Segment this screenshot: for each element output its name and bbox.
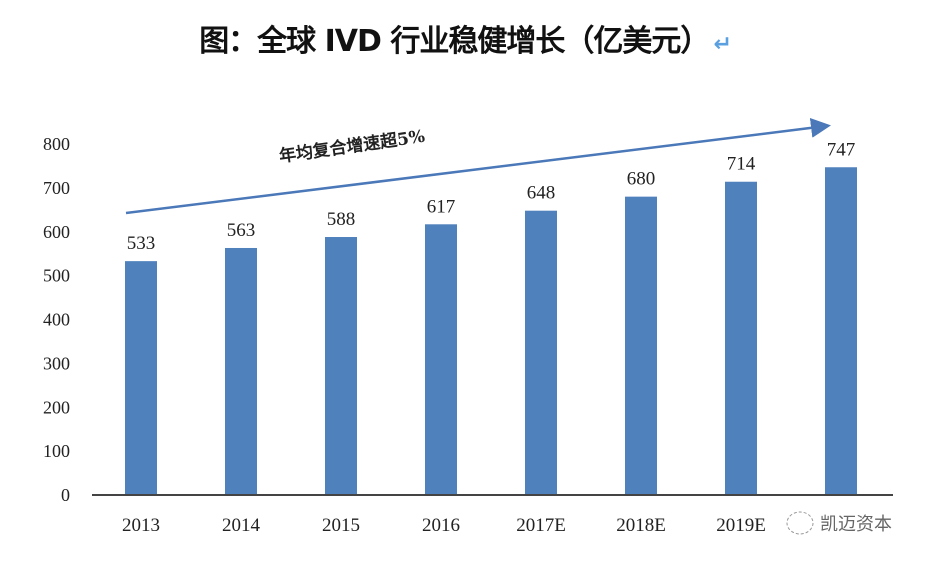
y-tick-label: 500 (43, 266, 70, 286)
y-tick-label: 100 (43, 441, 70, 461)
x-tick-label: 2015 (322, 515, 360, 536)
x-tick-label: 2018E (616, 515, 666, 536)
data-label: 747 (827, 139, 856, 160)
y-tick-label: 0 (61, 485, 70, 505)
data-label: 533 (127, 233, 156, 254)
trend-arrow (125, 117, 831, 215)
wechat-icon (786, 511, 814, 535)
y-tick-label: 800 (43, 134, 70, 154)
y-tick-label: 600 (43, 222, 70, 242)
bar (825, 167, 857, 495)
annotation-text: 年均复合增速超5% (278, 126, 426, 167)
bar (725, 181, 757, 496)
bar (225, 247, 257, 495)
watermark: 凯迈资本 (786, 511, 892, 535)
y-tick-label: 200 (43, 397, 70, 417)
page-title: 图：全球 IVD 行业稳健增长（亿美元） ↵ (0, 16, 930, 60)
data-label: 588 (327, 209, 356, 230)
data-label: 714 (727, 154, 756, 175)
y-tick-label: 300 (43, 353, 70, 373)
bar (425, 224, 457, 495)
return-mark-icon: ↵ (713, 32, 731, 57)
y-tick-label: 400 (43, 310, 70, 330)
data-label: 617 (427, 196, 456, 217)
x-tick-label: 2014 (222, 515, 261, 536)
data-label: 648 (527, 183, 556, 204)
data-label: 680 (627, 169, 656, 190)
x-tick-label: 2013 (122, 515, 160, 536)
watermark-text: 凯迈资本 (820, 514, 892, 535)
bar (325, 237, 357, 495)
bar (625, 196, 657, 495)
x-tick-label: 2016 (422, 515, 460, 536)
bar (125, 261, 157, 495)
y-tick-label: 700 (43, 178, 70, 198)
x-tick-label: 2019E (716, 515, 766, 536)
x-tick-label: 2017E (516, 515, 566, 536)
data-label: 563 (227, 220, 256, 241)
bar (525, 210, 557, 495)
title-text: 图：全球 IVD 行业稳健增长（亿美元） (199, 24, 710, 59)
